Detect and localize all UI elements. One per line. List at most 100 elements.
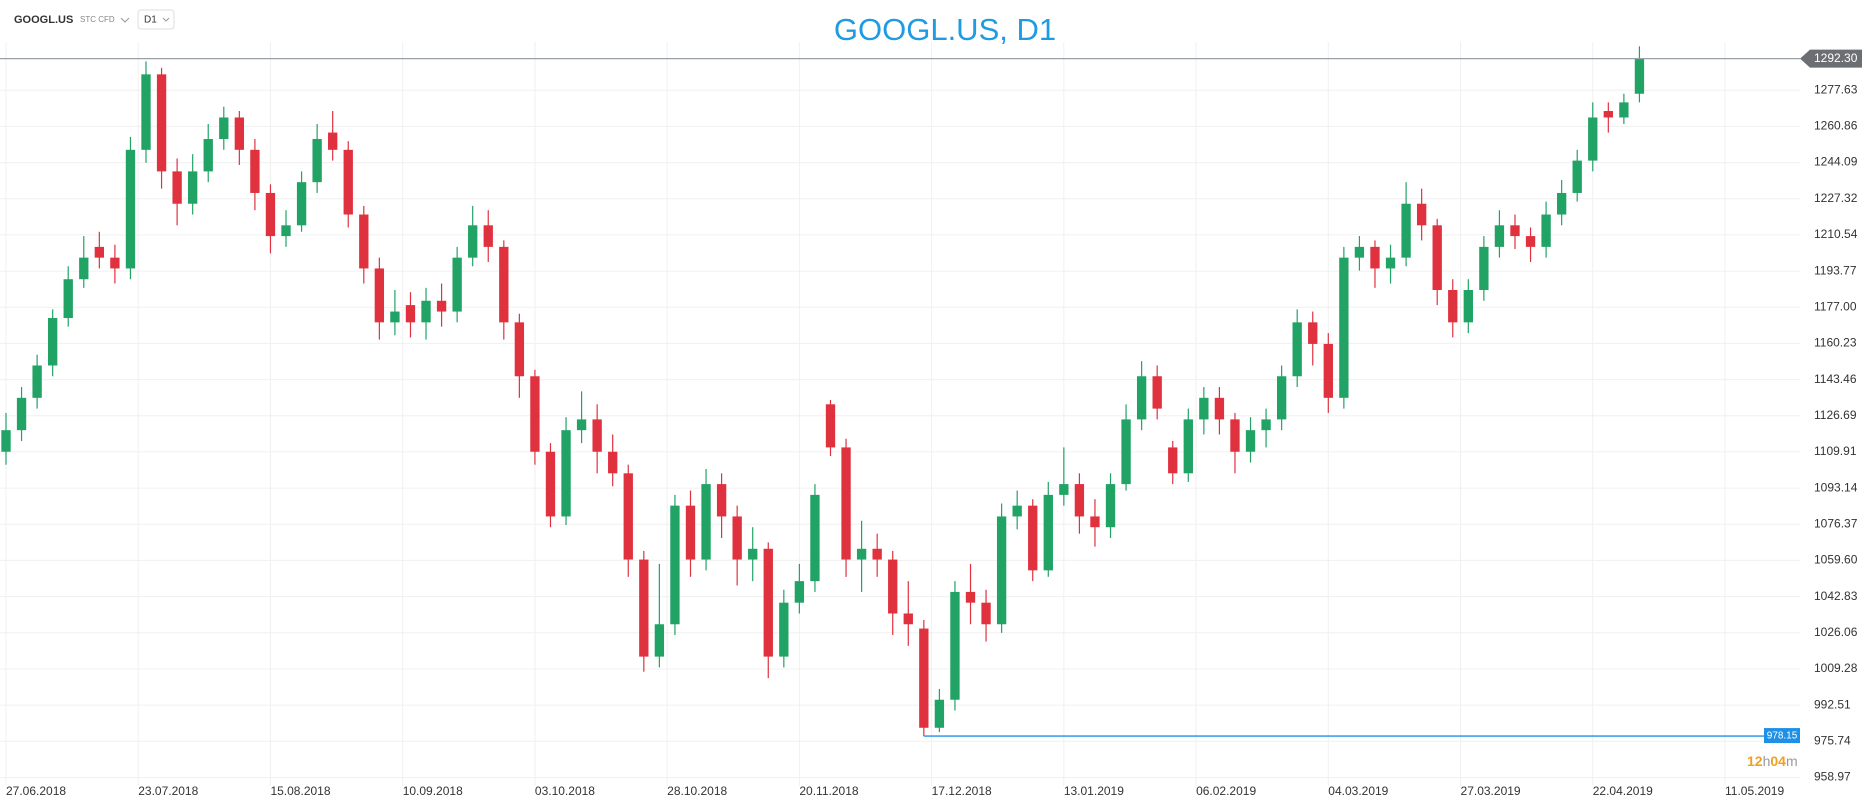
dropdown-arrow[interactable] <box>162 17 170 22</box>
candle-body <box>1074 484 1085 517</box>
candle-body <box>32 365 42 398</box>
countdown: 12h04m <box>1747 753 1798 769</box>
candle-body <box>810 494 820 582</box>
candle-body <box>685 505 696 560</box>
candle-body <box>48 318 58 366</box>
y-tick-label: 1193.77 <box>1814 263 1857 277</box>
y-tick-label: 1009.28 <box>1814 661 1858 675</box>
candle-body <box>1479 246 1489 290</box>
candle-body <box>1 430 11 452</box>
candle-body <box>1572 160 1582 193</box>
candle-body <box>374 268 385 323</box>
toolbar: GOOGL.US STC CFD D1 <box>14 9 175 30</box>
candle-body <box>514 322 525 377</box>
candle-body <box>654 624 665 657</box>
candle-body <box>1059 484 1069 495</box>
candle-body <box>234 117 245 150</box>
candle-body <box>1105 484 1116 528</box>
candle-body <box>219 117 229 140</box>
x-tick-label: 06.02.2019 <box>1196 784 1256 798</box>
candle-body <box>405 305 416 323</box>
candle-body <box>981 602 991 625</box>
x-tick-label: 11.05.2019 <box>1725 784 1784 798</box>
candle-body <box>670 505 680 625</box>
y-tick-label: 1244.09 <box>1814 155 1858 169</box>
candle-body <box>1463 290 1473 323</box>
candle-body <box>328 132 338 150</box>
candle-body <box>872 548 882 560</box>
candle-body <box>1588 117 1598 161</box>
dropdown-arrow[interactable] <box>120 17 130 23</box>
candle-body <box>359 214 369 269</box>
candle-body <box>390 311 400 323</box>
x-tick-label: 22.04.2019 <box>1593 784 1653 798</box>
candle-body <box>1323 343 1333 398</box>
candle-body <box>561 430 571 517</box>
candle-body <box>1245 430 1256 452</box>
candle-body <box>1230 419 1240 452</box>
candle-body <box>732 516 742 560</box>
candle-body <box>934 699 945 728</box>
candle-body <box>94 246 105 258</box>
candle-body <box>716 484 727 517</box>
candle-body <box>856 548 867 560</box>
candle-body <box>156 74 167 172</box>
candle-body <box>1261 419 1271 431</box>
y-tick-label: 1026.06 <box>1814 625 1858 639</box>
candle-body <box>468 225 478 258</box>
y-tick-label: 1227.32 <box>1814 191 1858 205</box>
y-tick-label: 1042.83 <box>1814 589 1858 603</box>
candle-body <box>1634 58 1645 94</box>
candle-body <box>1339 257 1349 398</box>
x-tick-label: 27.03.2019 <box>1461 784 1521 798</box>
timeframe[interactable]: D1 <box>144 15 157 26</box>
candle-body <box>1416 203 1427 226</box>
y-tick-label: 992.51 <box>1814 697 1851 711</box>
x-tick-label: 20.11.2018 <box>799 784 858 798</box>
candle-body <box>16 397 27 431</box>
chart-title: GOOGL.US, D1 <box>834 12 1056 47</box>
candle-body <box>436 300 447 312</box>
candle-body <box>1292 322 1302 377</box>
candle-body <box>763 548 773 657</box>
candle-body <box>1308 322 1318 344</box>
candle-body <box>1043 494 1053 571</box>
y-tick-label: 1177.00 <box>1814 299 1857 313</box>
x-tick-label: 28.10.2018 <box>667 784 727 798</box>
candle-body <box>1090 516 1100 528</box>
candle-body <box>1354 246 1365 258</box>
x-tick-label: 23.07.2018 <box>138 784 198 798</box>
candle-body <box>281 225 291 237</box>
candle-body <box>1510 225 1520 237</box>
period-low-label: 978.15 <box>1767 731 1798 742</box>
y-tick-label: 1210.54 <box>1814 227 1858 241</box>
candle-body <box>452 257 462 312</box>
timeframe-box[interactable] <box>137 9 175 30</box>
y-tick-label: 1109.91 <box>1814 444 1857 458</box>
last-price-tag <box>1800 49 1862 68</box>
last-price-label: 1292.30 <box>1814 51 1858 65</box>
x-tick-label: 13.01.2019 <box>1064 784 1124 798</box>
candle-body <box>1619 102 1629 118</box>
candle-body <box>592 419 602 452</box>
candle-body <box>483 225 493 247</box>
candle-body <box>1012 505 1022 517</box>
candle-body <box>779 602 789 657</box>
candle-body <box>1183 419 1193 474</box>
candle-body <box>1525 236 1536 247</box>
candle-body <box>1448 290 1458 323</box>
candle-body <box>794 581 805 603</box>
candle-body <box>1152 376 1162 409</box>
candle-body <box>1603 111 1613 118</box>
candle-body <box>250 149 260 193</box>
candle-body <box>1401 203 1411 258</box>
candle-body <box>421 300 431 323</box>
symbol[interactable]: GOOGL.US <box>14 14 73 26</box>
countdown-part: 12 <box>1747 753 1763 769</box>
candle-body <box>576 419 587 431</box>
candle-body <box>343 149 353 215</box>
candle-body <box>996 516 1007 625</box>
period-low-tag <box>1764 728 1800 744</box>
